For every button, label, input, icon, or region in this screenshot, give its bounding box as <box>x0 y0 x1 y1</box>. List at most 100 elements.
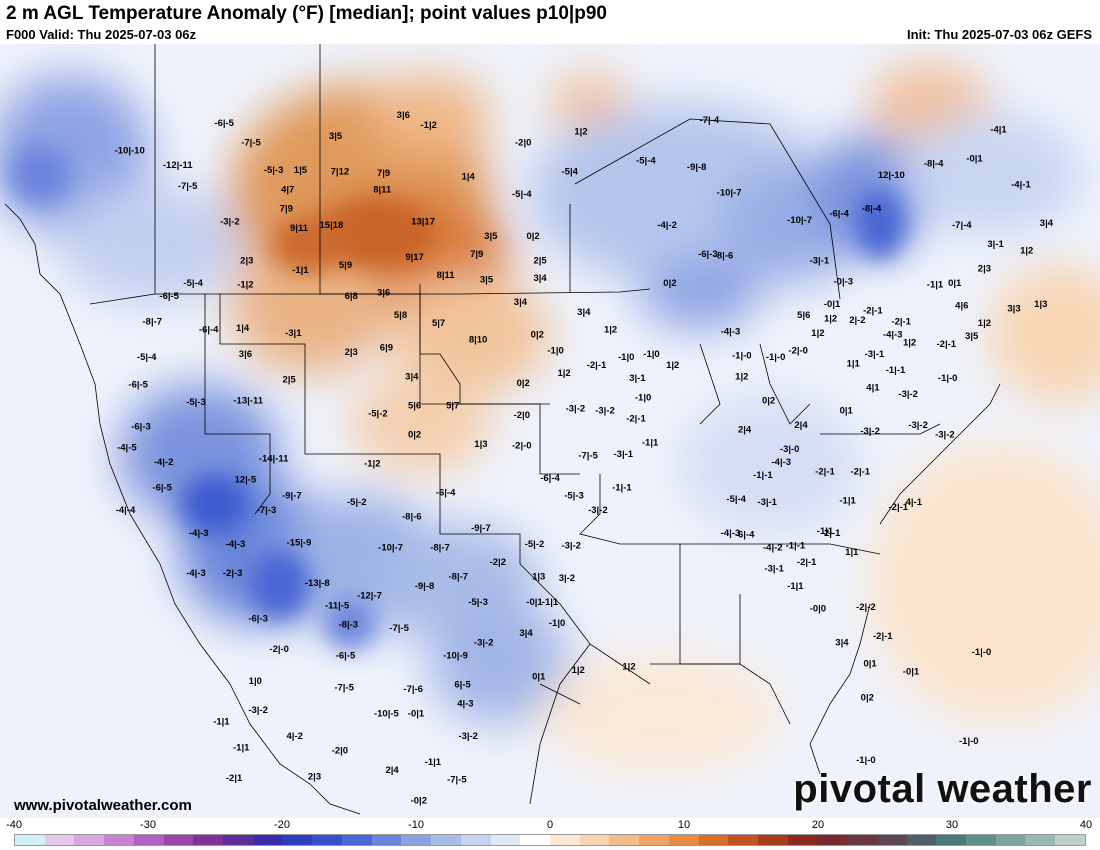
point-value-label: -11|-5 <box>325 600 350 611</box>
point-value-label: 1|1 <box>847 359 861 370</box>
colorbar-tick-label: 10 <box>677 819 691 831</box>
point-value-label: -6|-4 <box>436 488 456 499</box>
point-value-label: 4|7 <box>281 184 294 195</box>
point-value-label: -1|0 <box>549 618 565 629</box>
point-value-label: -1|-1 <box>612 483 632 494</box>
colorbar-swatch <box>401 835 432 845</box>
point-value-label: 2|5 <box>282 375 296 386</box>
colorbar <box>14 834 1086 846</box>
point-value-label: -0|1 <box>526 597 543 608</box>
colorbar-tick-label: -20 <box>274 819 290 831</box>
point-value-label: 1|3 <box>1034 299 1047 310</box>
point-value-label: -2|-0 <box>512 441 532 452</box>
point-value-label: -7|-5 <box>334 683 354 694</box>
point-value-label: -3|-2 <box>935 429 955 440</box>
point-value-label: -6|-4 <box>735 529 755 540</box>
pivotal-weather-logo: pivotal weather <box>793 767 1092 811</box>
point-value-label: 1|1 <box>845 547 859 558</box>
point-value-label: -9|-8 <box>415 581 435 592</box>
point-value-label: -1|-0 <box>938 373 958 384</box>
point-value-label: 1|2 <box>572 665 585 676</box>
colorbar-swatch <box>252 835 283 845</box>
colorbar-swatch <box>698 835 729 845</box>
point-value-label: 8|11 <box>373 184 392 195</box>
point-value-label: 2|4 <box>385 765 399 776</box>
colorbar-swatch <box>728 835 758 845</box>
colorbar-swatch <box>579 835 610 845</box>
point-value-label: 5|7 <box>432 318 445 329</box>
point-value-label: -1|-0 <box>766 352 786 363</box>
colorbar-swatch <box>15 835 45 845</box>
colorbar-swatch <box>490 835 521 845</box>
point-value-label: -1|-0 <box>972 647 992 658</box>
point-value-label: -2|-1 <box>863 305 883 316</box>
point-value-label: 3|4 <box>577 307 591 318</box>
point-value-label: 1|2 <box>574 126 587 137</box>
point-value-label: 1|5 <box>294 165 308 176</box>
colorbar-swatch <box>282 835 313 845</box>
point-value-label: -5|-3 <box>186 397 206 408</box>
point-value-label: -0|1 <box>824 299 841 310</box>
colorbar-swatch <box>371 835 402 845</box>
point-value-label: -0|0 <box>810 604 826 615</box>
point-value-label: 15|18 <box>320 220 344 231</box>
colorbar-tick-label: -10 <box>408 819 424 831</box>
point-value-label: -1|1 <box>425 757 442 768</box>
point-value-label: -3|-2 <box>474 638 494 649</box>
point-value-label: 5|6 <box>797 310 810 321</box>
point-value-label: -1|1 <box>213 717 230 728</box>
point-value-label: -3|-1 <box>614 449 634 460</box>
point-value-label: 2|3 <box>240 255 253 266</box>
point-value-label: 3|3 <box>1007 304 1020 315</box>
point-value-label: -1|2 <box>364 459 380 470</box>
point-value-label: -1|-0 <box>959 736 979 747</box>
point-value-label: -15|-9 <box>287 538 312 549</box>
point-value-label: 5|8 <box>394 310 407 321</box>
point-value-label: 3|4 <box>533 273 547 284</box>
point-value-label: -4|-3 <box>721 528 741 539</box>
point-value-label: 4|6 <box>955 300 968 311</box>
point-value-label: 1|2 <box>604 325 617 336</box>
colorbar-swatch <box>668 835 699 845</box>
anomaly-shading-detail <box>10 144 905 649</box>
point-value-label: 3|4 <box>519 628 533 639</box>
point-value-label: -2|-1 <box>815 467 835 478</box>
point-value-label: -1|0 <box>635 392 651 403</box>
point-value-label: -2|-1 <box>891 317 911 328</box>
point-value-label: -0|-3 <box>834 276 854 287</box>
point-value-label: 1|2 <box>666 360 679 371</box>
colorbar-swatch <box>431 835 461 845</box>
point-value-label: -7|-6 <box>403 684 423 695</box>
point-value-label: -4|-2 <box>763 542 783 553</box>
point-value-label: 6|9 <box>380 342 393 353</box>
point-value-label: 7|9 <box>470 249 483 260</box>
colorbar-swatch <box>936 835 966 845</box>
colorbar-swatch <box>163 835 194 845</box>
init-time-label: Init: Thu 2025-07-03 06z GEFS <box>907 27 1092 42</box>
point-value-label: -6|-5 <box>128 380 148 391</box>
point-value-label: -3|-2 <box>458 731 478 742</box>
point-value-label: 3|6 <box>397 110 410 121</box>
point-value-label: -6|-3 <box>131 421 151 432</box>
point-value-label: -5|-3 <box>264 165 284 176</box>
point-value-label: 12|-10 <box>878 170 905 181</box>
point-value-label: -9|-7 <box>471 523 491 534</box>
point-value-label: 7|12 <box>331 167 350 178</box>
coastlines-and-borders <box>4 44 1001 815</box>
colorbar-swatch <box>133 835 164 845</box>
point-value-label: -2|-1 <box>851 467 871 478</box>
point-value-label: -10|-5 <box>374 708 400 719</box>
point-value-label: 2|4 <box>738 425 752 436</box>
point-value-label: -5|-2 <box>368 409 388 420</box>
point-value-label: -6|-5 <box>214 118 234 129</box>
colorbar-swatch <box>639 835 669 845</box>
point-value-label: 1|3 <box>474 439 487 450</box>
point-value-label: -8|-4 <box>924 159 944 170</box>
point-value-label: -3|-2 <box>595 405 615 416</box>
colorbar-tick-label: -30 <box>140 819 156 831</box>
point-value-label: 1|2 <box>1020 246 1033 257</box>
point-value-label: -2|0 <box>332 746 348 757</box>
point-value-label: -8|-6 <box>402 512 422 523</box>
point-value-label: -2|1 <box>226 773 243 784</box>
point-value-label: -1|-1 <box>753 470 773 481</box>
